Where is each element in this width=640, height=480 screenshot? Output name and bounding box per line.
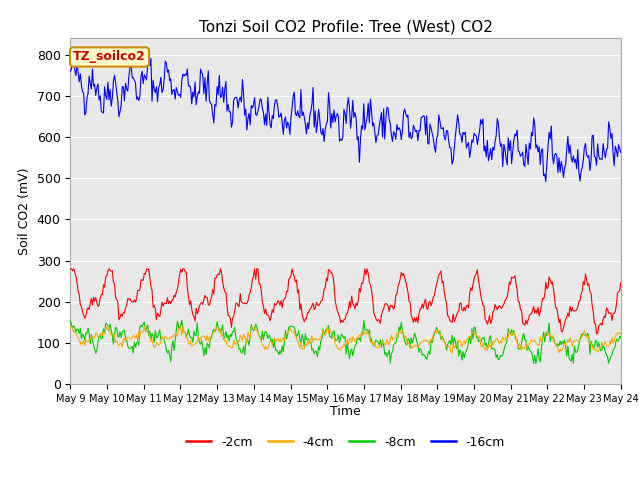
X-axis label: Time: Time	[330, 405, 361, 418]
Title: Tonzi Soil CO2 Profile: Tree (West) CO2: Tonzi Soil CO2 Profile: Tree (West) CO2	[198, 20, 493, 35]
Legend: -2cm, -4cm, -8cm, -16cm: -2cm, -4cm, -8cm, -16cm	[181, 431, 510, 454]
Y-axis label: Soil CO2 (mV): Soil CO2 (mV)	[18, 168, 31, 255]
Text: TZ_soilco2: TZ_soilco2	[73, 50, 146, 63]
